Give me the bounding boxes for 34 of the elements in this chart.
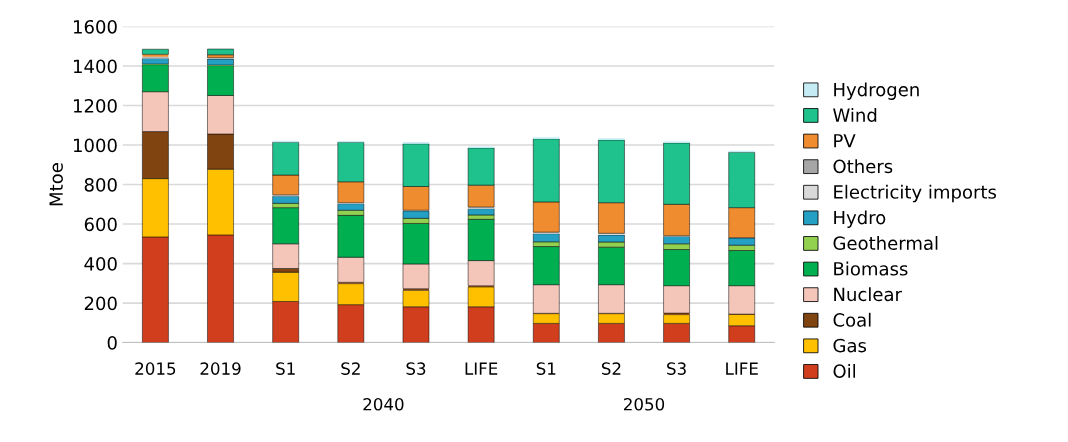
legend-label: PV — [834, 134, 856, 148]
legend-label: Geothermal — [833, 236, 938, 250]
y-tick-label: 1400 — [73, 59, 117, 74]
y-tick-label: 1200 — [73, 98, 117, 113]
x-tick-label: LIFE — [465, 362, 498, 375]
legend-label: Hydro — [834, 210, 886, 228]
legend-label: Nuclear — [834, 287, 902, 302]
x-tick-label: S2 — [601, 362, 621, 375]
y-tick-label: 400 — [84, 257, 117, 271]
legend-label: Wind — [833, 108, 877, 122]
x-tick-label: LIFE — [726, 362, 758, 375]
x-tick-label: S2 — [341, 362, 360, 375]
legend-label: Coal — [833, 312, 871, 327]
x-tick-label: 2019 — [200, 362, 241, 375]
y-tick-label: 0 — [107, 336, 117, 350]
legend-label: Electricity imports — [834, 184, 997, 203]
y-tick-label: 1600 — [73, 19, 117, 34]
y-tick-label: 1000 — [73, 138, 117, 153]
y-tick-label: 600 — [84, 217, 117, 232]
y-tick-label: 200 — [84, 296, 117, 311]
legend-label: Biomass — [834, 261, 908, 276]
legend-label: Hydrogen — [834, 82, 919, 100]
legend-label: Oil — [833, 364, 856, 378]
y-axis-title: Mtoe — [49, 163, 63, 206]
x-tick-label: S1 — [536, 362, 556, 375]
legend-label: Gas — [833, 338, 867, 353]
x-tick-label: S3 — [667, 362, 686, 375]
x-tick-label: S3 — [406, 362, 426, 375]
y-tick-label: 800 — [84, 177, 117, 192]
legend-label: Others — [833, 159, 893, 174]
x-tick-label: S1 — [276, 362, 295, 375]
x-tick-label: 2015 — [135, 362, 176, 375]
text: 2040 — [363, 397, 404, 411]
text: 2050 — [624, 397, 665, 411]
